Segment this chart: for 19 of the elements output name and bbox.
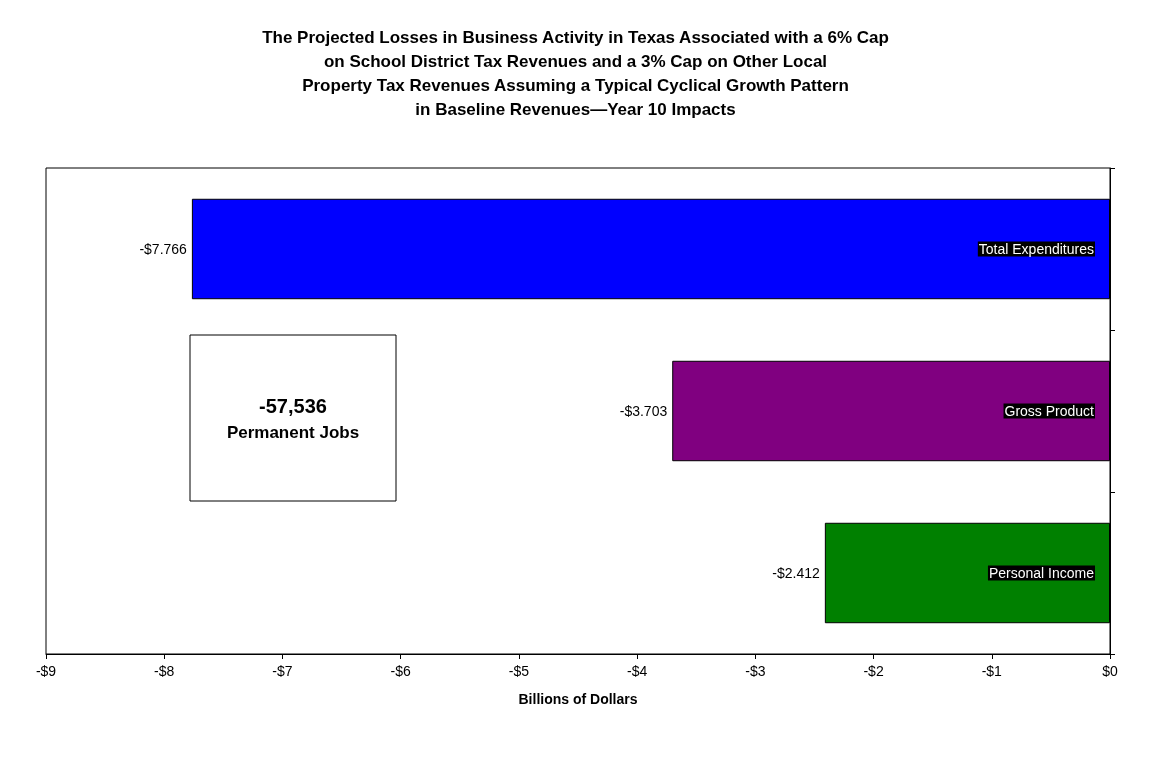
chart-title: The Projected Losses in Business Activity in Texas Associated with a 6% Cap on School District Tax Revenues and a 3% Cap on Other Local Property Tax Revenues Assuming a Typical Cyclical Growth Pattern in Baseline Revenues—Year 10 Impacts [262, 27, 889, 119]
x-tick-label: -$8 [154, 663, 175, 679]
x-tick-label: -$5 [508, 663, 530, 679]
y-tick-label: Total Expenditures [978, 241, 1094, 257]
x-tick-label: -$4 [626, 663, 648, 679]
y-tick-label: Personal Income [988, 565, 1095, 581]
x-tick-label: -$6 [390, 663, 411, 679]
x-tick-label: -$1 [981, 663, 1003, 679]
data-label: -$3.703 [619, 403, 668, 419]
x-tick-label: -$9 [35, 663, 57, 679]
x-tick-label: $0 [1102, 663, 1118, 679]
y-tick-label: Gross Product [1004, 403, 1095, 419]
x-tick-label: -$3 [745, 663, 766, 679]
data-label: -$2.412 [772, 565, 821, 581]
x-axis-title: Billions of Dollars [518, 691, 638, 707]
data-label: -$7.766 [139, 241, 188, 257]
x-tick-label: -$7 [272, 663, 293, 679]
x-tick-label: -$2 [863, 663, 884, 679]
annotation: -57,536 Permanent Jobs [226, 395, 360, 442]
